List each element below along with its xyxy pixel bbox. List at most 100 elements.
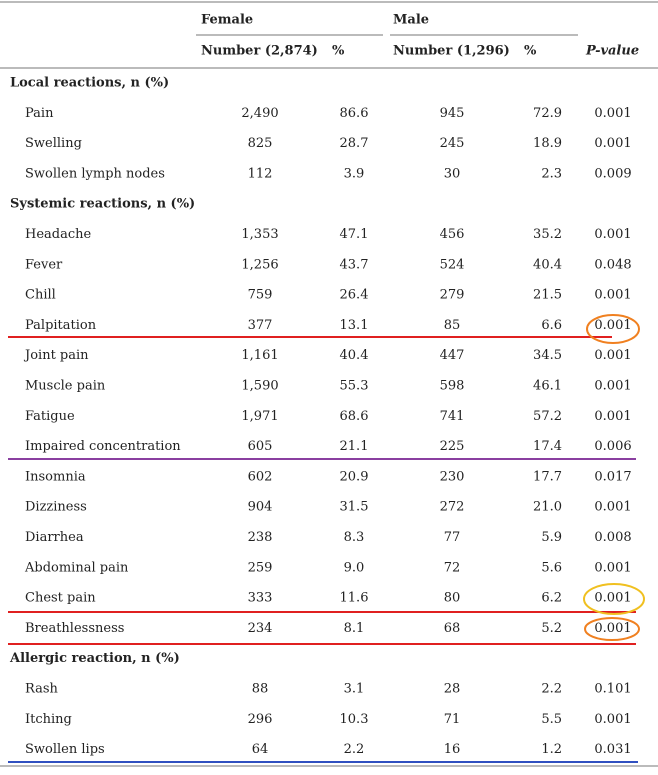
- male-number: 72: [444, 560, 461, 575]
- p-value: 0.001: [594, 500, 631, 515]
- row-label: Swollen lips: [25, 742, 105, 757]
- row-label: Chest pain: [25, 591, 96, 606]
- female-number: 88: [252, 682, 269, 697]
- male-percent: 1.2: [541, 742, 562, 757]
- female-number: 602: [248, 469, 273, 484]
- male-number: 16: [444, 742, 461, 757]
- female-number: 112: [248, 166, 273, 181]
- male-number: 741: [440, 409, 465, 424]
- male-percent: 17.4: [533, 439, 562, 454]
- group-header: Male: [393, 13, 429, 28]
- female-number: 259: [248, 560, 273, 575]
- female-percent: 8.1: [344, 621, 365, 636]
- row-label: Impaired concentration: [25, 439, 181, 454]
- p-value: 0.001: [594, 288, 631, 303]
- male-percent: 17.7: [533, 469, 562, 484]
- row-label: Breathlessness: [25, 621, 124, 636]
- female-percent: 3.1: [344, 682, 365, 697]
- male-number: 80: [444, 591, 461, 606]
- female-percent: 3.9: [344, 166, 365, 181]
- p-value: 0.001: [594, 591, 631, 606]
- female-percent: 31.5: [340, 500, 369, 515]
- female-number: 296: [248, 712, 273, 727]
- male-percent: 2.3: [541, 166, 562, 181]
- male-number: 279: [440, 288, 465, 303]
- p-value: 0.001: [594, 318, 631, 333]
- row-label: Dizziness: [25, 500, 87, 515]
- female-percent: 55.3: [340, 379, 369, 394]
- male-number: 456: [440, 227, 465, 242]
- male-number: 30: [444, 166, 461, 181]
- female-percent: 43.7: [340, 257, 369, 272]
- female-percent: 9.0: [344, 560, 365, 575]
- female-percent: 21.1: [340, 439, 369, 454]
- row-label: Joint pain: [23, 348, 89, 363]
- female-percent: 68.6: [340, 409, 369, 424]
- male-number: 85: [444, 318, 461, 333]
- female-percent: 11.6: [340, 591, 369, 606]
- column-header: %: [332, 44, 345, 59]
- female-percent: 86.6: [340, 106, 369, 121]
- p-value: 0.009: [594, 166, 631, 181]
- female-number: 64: [252, 742, 269, 757]
- male-percent: 35.2: [533, 227, 562, 242]
- male-number: 77: [444, 530, 461, 545]
- section-title: Systemic reactions, n (%): [10, 197, 195, 212]
- male-percent: 5.5: [541, 712, 562, 727]
- female-percent: 47.1: [340, 227, 369, 242]
- column-header: Number (1,296): [393, 44, 510, 59]
- male-percent: 18.9: [533, 136, 562, 151]
- p-value: 0.006: [594, 439, 631, 454]
- column-header: %: [524, 44, 537, 59]
- p-value: 0.001: [594, 106, 631, 121]
- p-value: 0.001: [594, 409, 631, 424]
- female-number: 238: [248, 530, 273, 545]
- group-header: Female: [201, 13, 253, 28]
- male-percent: 21.5: [533, 288, 562, 303]
- p-value: 0.001: [594, 136, 631, 151]
- female-number: 1,256: [241, 257, 278, 272]
- male-percent: 5.9: [541, 530, 562, 545]
- row-label: Fatigue: [25, 409, 75, 424]
- male-number: 225: [440, 439, 465, 454]
- female-percent: 2.2: [344, 742, 365, 757]
- male-percent: 2.2: [541, 682, 562, 697]
- male-number: 272: [440, 500, 465, 515]
- male-percent: 21.0: [533, 500, 562, 515]
- female-percent: 26.4: [340, 288, 369, 303]
- row-label: Diarrhea: [25, 530, 84, 545]
- row-label: Palpitation: [25, 318, 97, 333]
- row-label: Abdominal pain: [24, 560, 129, 575]
- female-number: 1,590: [241, 379, 278, 394]
- row-label: Muscle pain: [25, 379, 106, 394]
- female-number: 333: [248, 591, 273, 606]
- male-percent: 6.2: [541, 591, 562, 606]
- male-percent: 34.5: [533, 348, 562, 363]
- row-label: Rash: [25, 682, 59, 697]
- p-value: 0.001: [594, 712, 631, 727]
- female-number: 605: [248, 439, 273, 454]
- p-value: 0.008: [594, 530, 631, 545]
- male-number: 28: [444, 682, 461, 697]
- annotation-circle: [586, 314, 640, 344]
- p-value: 0.001: [594, 227, 631, 242]
- male-number: 71: [444, 712, 461, 727]
- female-percent: 40.4: [340, 348, 369, 363]
- p-value: 0.001: [594, 379, 631, 394]
- row-label: Swelling: [25, 136, 82, 151]
- row-label: Chill: [25, 288, 56, 303]
- p-value: 0.101: [594, 682, 631, 697]
- p-value: 0.048: [594, 257, 631, 272]
- p-value: 0.017: [594, 469, 631, 484]
- annotation-circle: [584, 617, 640, 641]
- female-percent: 8.3: [344, 530, 365, 545]
- male-number: 524: [440, 257, 465, 272]
- male-percent: 5.2: [541, 621, 562, 636]
- male-number: 245: [440, 136, 465, 151]
- female-number: 759: [248, 288, 273, 303]
- female-number: 1,353: [241, 227, 278, 242]
- male-number: 68: [444, 621, 461, 636]
- row-label: Headache: [25, 227, 92, 242]
- male-percent: 5.6: [541, 560, 562, 575]
- female-number: 1,161: [241, 348, 278, 363]
